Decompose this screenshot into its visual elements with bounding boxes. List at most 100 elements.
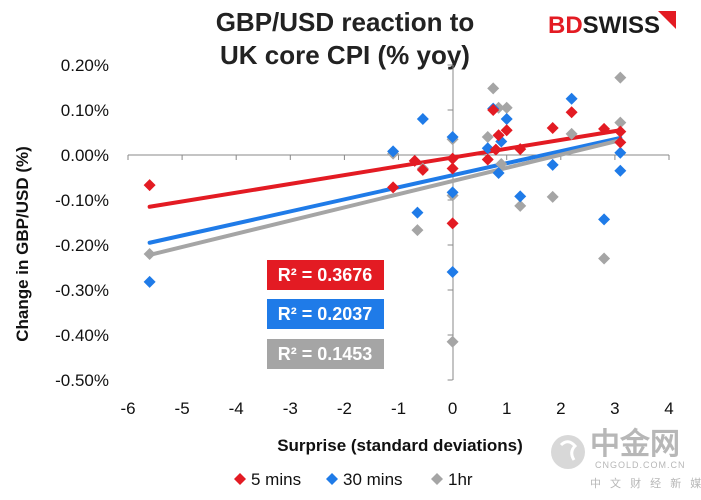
y-tick-label: 0.10% (61, 101, 109, 120)
legend-label-1hr: 1hr (448, 470, 473, 489)
brand-logo: BDSWISS (548, 11, 676, 39)
chart-title-line-1: GBP/USD reaction to (216, 7, 475, 37)
brand-suffix: SWISS (583, 12, 660, 39)
point-30-mins (481, 142, 494, 155)
y-tick-label: -0.20% (55, 236, 109, 255)
watermark-logo-icon (551, 435, 585, 469)
point-1hr (565, 127, 578, 140)
point-1hr (614, 116, 627, 129)
point-5-mins (514, 143, 527, 156)
point-30-mins (446, 266, 459, 278)
point-5-mins (565, 106, 578, 119)
y-tick-label: -0.30% (55, 281, 109, 300)
r2-box-1hr: R² = 0.1453 (267, 339, 384, 369)
point-1hr (614, 71, 627, 84)
point-5-mins (598, 122, 611, 135)
legend-item-30-mins: 30 mins (326, 470, 403, 489)
point-1hr (143, 248, 156, 260)
point-5-mins (143, 179, 156, 192)
trendline-1hr (147, 138, 623, 257)
y-tick-label: 0.00% (61, 146, 109, 165)
x-tick-label: -5 (175, 399, 190, 418)
x-tick-label: -1 (391, 399, 406, 418)
y-tick-label: -0.50% (55, 371, 109, 390)
x-tick-label: 2 (556, 399, 565, 418)
r2-label-1hr: R² = 0.1453 (278, 344, 373, 364)
point-30-mins (565, 92, 578, 105)
point-5-mins (546, 122, 559, 134)
point-1hr (487, 82, 500, 95)
x-axis-title: Surprise (standard deviations) (277, 436, 523, 455)
point-5-mins (489, 143, 502, 156)
chart-title-line-2: UK core CPI (% yoy) (220, 40, 470, 70)
y-tick-label: 0.20% (61, 56, 109, 75)
point-30-mins (614, 164, 627, 177)
point-30-mins (614, 146, 627, 159)
point-1hr (598, 252, 611, 265)
x-tick-label: -3 (283, 399, 298, 418)
legend-marker-30-mins (326, 473, 338, 485)
point-30-mins (411, 206, 424, 219)
point-5-mins (614, 125, 627, 138)
point-30-mins (598, 213, 611, 226)
point-1hr (495, 158, 508, 170)
legend-item-1hr: 1hr (431, 470, 473, 489)
point-30-mins (514, 190, 527, 203)
point-5-mins (446, 162, 459, 175)
svg-text:BDSWISS: BDSWISS (548, 12, 660, 39)
x-tick-label: -2 (337, 399, 352, 418)
brand-prefix: BD (548, 12, 583, 39)
point-1hr (514, 199, 527, 212)
point-5-mins (481, 153, 494, 166)
watermark-domain: CNGOLD.COM.CN (595, 460, 686, 470)
legend-marker-5-mins (234, 473, 246, 485)
r2-label-30-mins: R² = 0.2037 (278, 304, 373, 324)
point-5-mins (416, 163, 429, 176)
point-30-mins (546, 158, 559, 171)
point-5-mins (614, 136, 627, 149)
x-tick-label: 3 (610, 399, 619, 418)
legend-label-5-mins: 5 mins (251, 470, 301, 489)
point-1hr (500, 101, 513, 114)
point-5-mins (446, 217, 459, 230)
point-5-mins (387, 181, 400, 194)
point-30-mins (500, 113, 513, 125)
point-1hr (446, 335, 459, 348)
point-30-mins (446, 131, 459, 143)
legend-label-30-mins: 30 mins (343, 470, 403, 489)
legend: 5 mins 30 mins 1hr (234, 470, 473, 489)
r2-label-5-mins: R² = 0.3676 (278, 265, 373, 285)
r2-box-30-mins: R² = 0.2037 (267, 299, 384, 329)
legend-marker-1hr (431, 473, 443, 485)
legend-item-5-mins: 5 mins (234, 470, 301, 489)
trendline-5-mins (147, 128, 623, 209)
point-5-mins (446, 152, 459, 165)
point-30-mins (446, 186, 459, 199)
x-tick-label: -4 (229, 399, 244, 418)
point-30-mins (416, 113, 429, 125)
point-30-mins (387, 145, 400, 158)
y-tick-label: -0.40% (55, 326, 109, 345)
point-30-mins (143, 275, 156, 288)
watermark-main: 中金网 (590, 427, 680, 461)
y-tick-label: -0.10% (55, 191, 109, 210)
brand-arrow-icon (658, 11, 676, 29)
point-5-mins (500, 124, 513, 137)
point-30-mins (492, 167, 505, 179)
point-5-mins (487, 104, 500, 116)
point-1hr (546, 190, 559, 203)
x-tick-label: 4 (664, 399, 673, 418)
point-5-mins (492, 129, 505, 142)
point-5-mins (408, 154, 421, 167)
x-tick-label: -6 (120, 399, 135, 418)
point-1hr (411, 224, 424, 237)
trendline-30-mins (147, 135, 623, 245)
point-1hr (481, 131, 494, 143)
watermark-sub: 中 文 财 经 新 媒 体 (590, 476, 701, 490)
x-tick-label: 0 (448, 399, 457, 418)
y-axis-title: Change in GBP/USD (%) (13, 146, 32, 342)
watermark: 中金网 CNGOLD.COM.CN 中 文 财 经 新 媒 体 (551, 427, 701, 490)
r2-box-5-mins: R² = 0.3676 (267, 260, 384, 290)
x-tick-label: 1 (502, 399, 511, 418)
